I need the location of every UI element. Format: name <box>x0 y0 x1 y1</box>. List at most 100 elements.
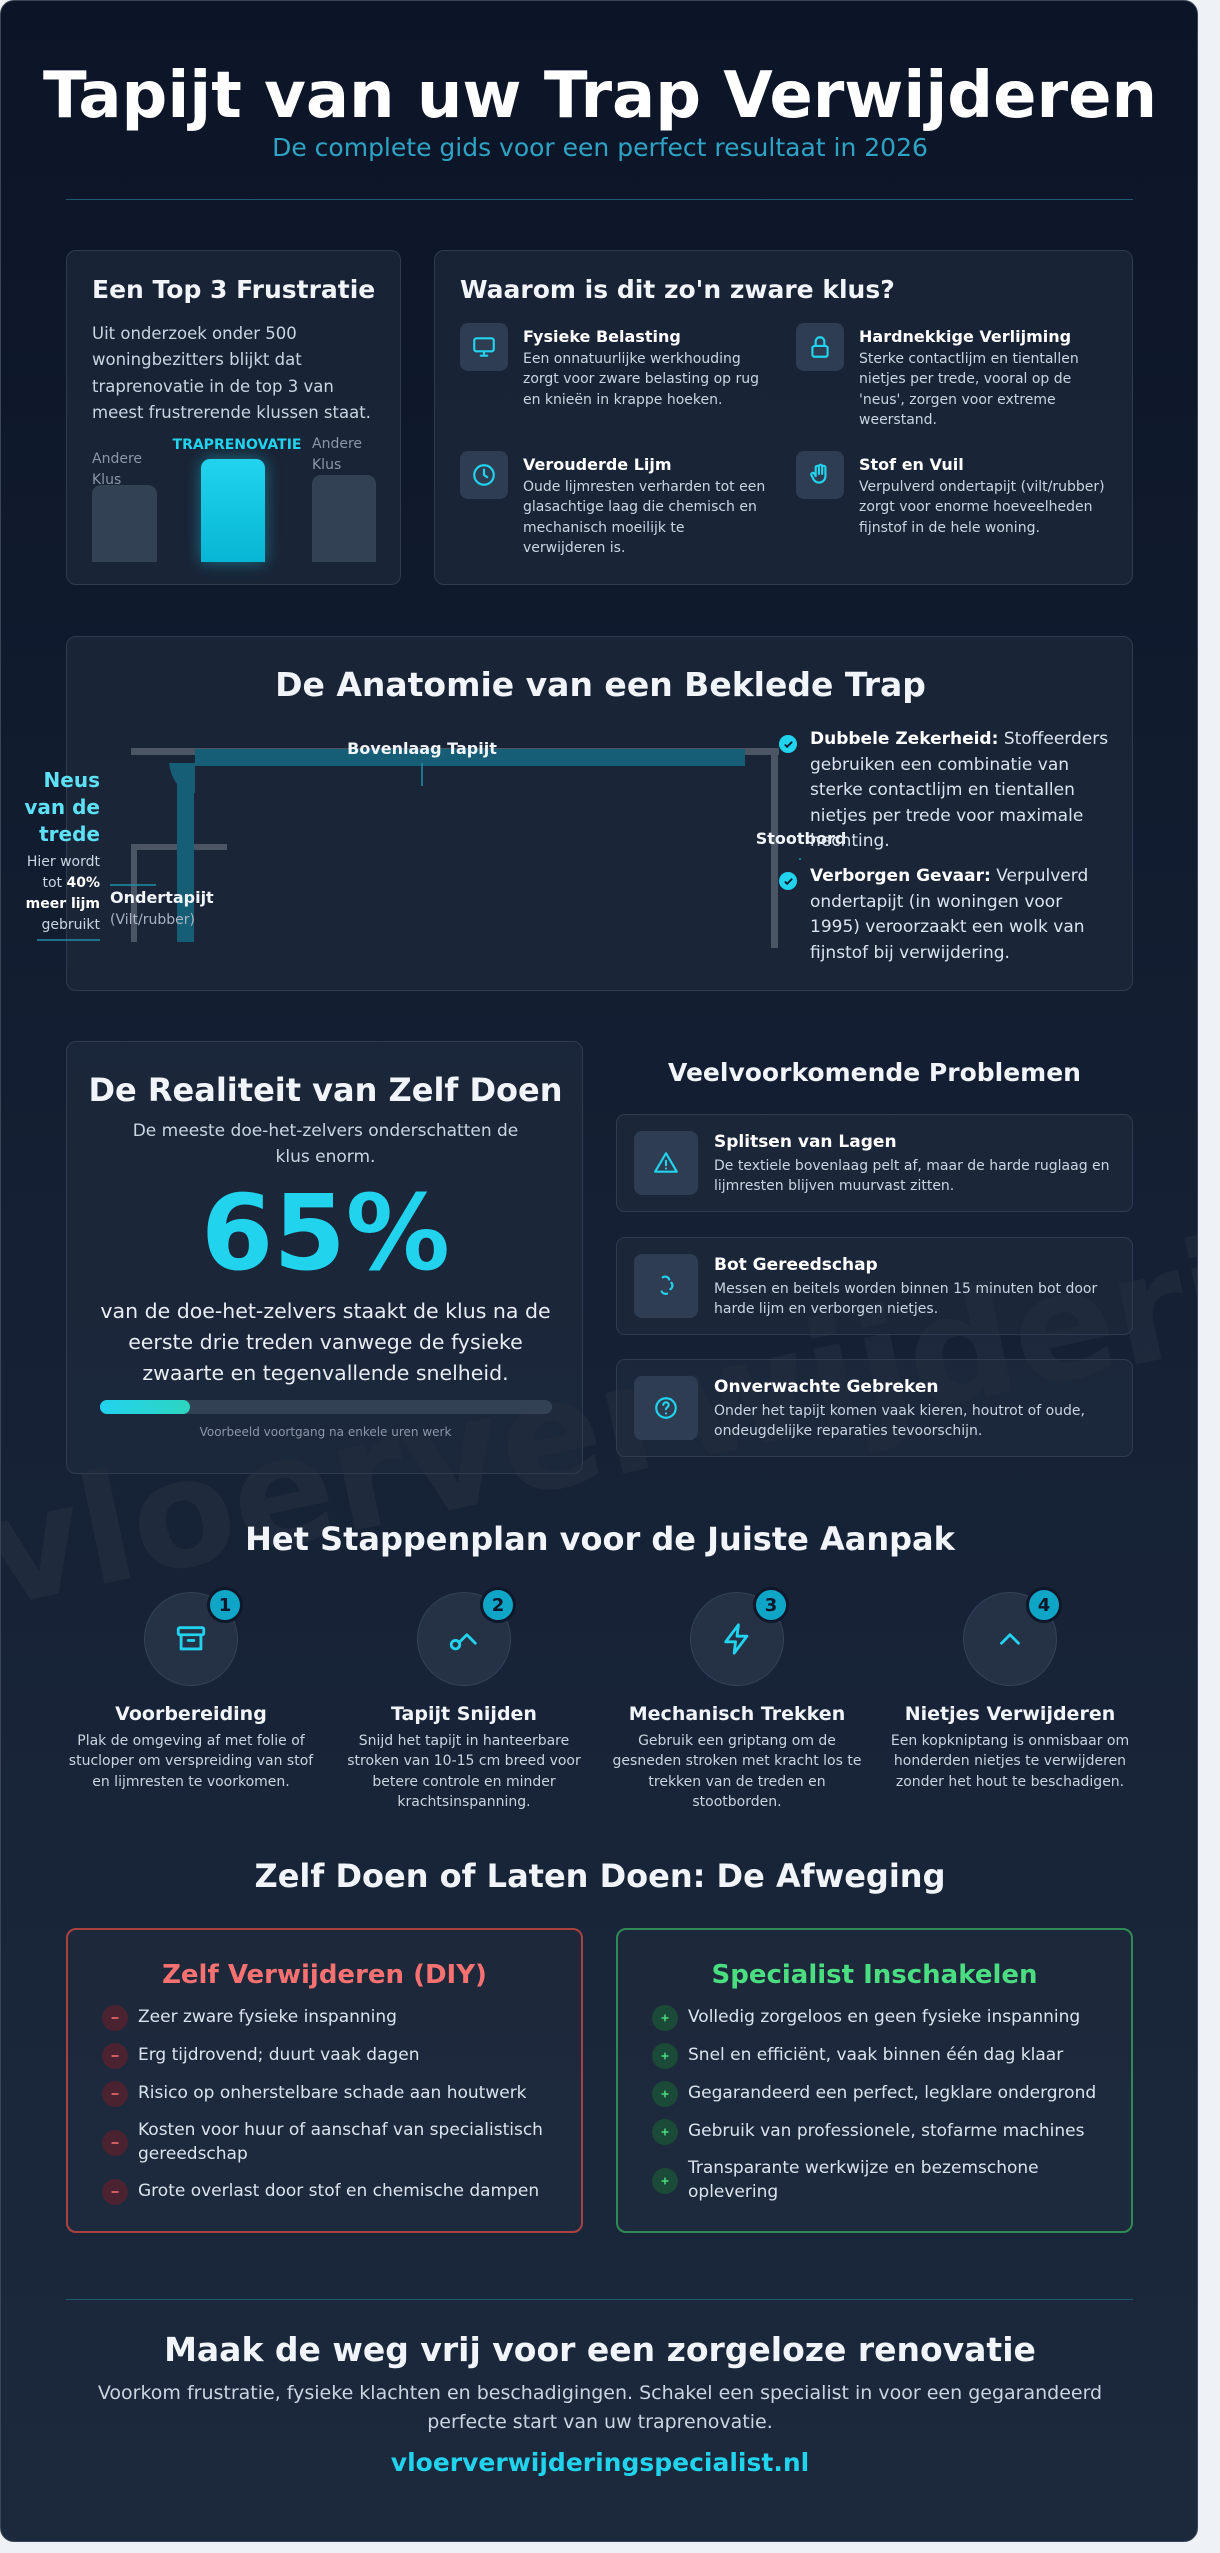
list-item: Grote overlast door stof en chemische da… <box>102 2178 552 2205</box>
step-circle: 4 <box>963 1587 1062 1686</box>
stat-text: van de doe-het-zelvers staakt de klus na… <box>100 1299 551 1385</box>
progress-caption: Voorbeeld voortgang na enkele uren werk <box>199 1425 452 1439</box>
icon <box>473 337 495 357</box>
step-text: Een kopkniptang is onmisbaar om honderde… <box>890 1733 1130 1790</box>
sign <box>661 2090 669 2098</box>
reason-icon <box>796 451 844 499</box>
problem-title: Splitsen van Lagen <box>714 1132 897 1152</box>
point-label: Dubbele Zekerheid: <box>810 729 999 749</box>
step-number: 1 <box>207 1587 243 1623</box>
list-item: Gegarandeerd een perfect, legklare onder… <box>652 2081 1102 2107</box>
card-title: Waarom is dit zo'n zware klus? <box>460 275 895 304</box>
stair-diagram <box>37 748 801 948</box>
diagram-note: (Vilt/rubber) <box>110 912 195 928</box>
note-highlight: 40% meer lijm <box>25 875 100 912</box>
pro-card: Specialist Inschakelen Volledig zorgeloo… <box>616 1928 1133 2233</box>
step-text: Gebruik een griptang om de gesneden stro… <box>612 1733 862 1810</box>
list-item: Zeer zware fysieke inspanning <box>102 2005 552 2031</box>
nose-note: Hier wordt tot 40% meer lijm gebruikt <box>13 852 100 936</box>
sign <box>661 2177 669 2185</box>
step-title: Mechanisch Trekken <box>628 1703 846 1725</box>
sign <box>111 2017 119 2019</box>
icon <box>660 1275 674 1295</box>
check-icon <box>779 872 797 890</box>
list-item: Gebruik van professionele, stofarme mach… <box>652 2119 1102 2145</box>
sign <box>661 2014 669 2022</box>
step-title: Voorbereiding <box>115 1703 267 1725</box>
reality-card: De Realiteit van Zelf Doen De meeste doe… <box>66 1041 583 1474</box>
list-item: Transparante werkwijze en bezemschone op… <box>652 2157 1102 2205</box>
list-text: Transparante werkwijze en bezemschone op… <box>688 2158 1039 2202</box>
list-text: Gegarandeerd een perfect, legklare onder… <box>688 2083 1097 2104</box>
nose-label: Neus van de trede <box>24 768 100 846</box>
check <box>783 877 793 885</box>
card-title: Zelf Verwijderen (DIY) <box>162 1960 487 1990</box>
step-number: 2 <box>480 1587 516 1623</box>
reason-text: Sterke contactlijm en tientallen nietjes… <box>859 351 1079 428</box>
note-text: gebruikt <box>41 917 100 933</box>
icon <box>724 1623 749 1655</box>
list-icon <box>102 2005 128 2031</box>
reason-icon <box>460 323 508 371</box>
big-stat: 65% <box>201 1172 450 1294</box>
anatomy-point: Dubbele Zekerheid: Stoffeerders gebruike… <box>810 727 1110 855</box>
list-icon <box>102 2081 128 2107</box>
list-icon <box>102 2178 128 2205</box>
list-item: Snel en efficiënt, vaak binnen één dag k… <box>652 2043 1102 2069</box>
reason-text: Oude lijmresten verharden tot een glasac… <box>523 479 766 556</box>
step-circle: 3 <box>690 1587 789 1686</box>
diagram-label: Ondertapijt <box>110 888 214 907</box>
diagram-label: Bovenlaag Tapijt <box>347 739 497 758</box>
list-item: Risico op onherstelbare schade aan houtw… <box>102 2081 552 2107</box>
problem-title: Onverwachte Gebreken <box>714 1377 939 1397</box>
anatomy-point: Verborgen Gevaar: Verpulverd ondertapijt… <box>810 864 1110 966</box>
sign <box>111 2055 119 2057</box>
section-subtitle: De meeste doe-het-zelvers onderschatten … <box>132 1121 519 1168</box>
bar-label: Andere Klus <box>312 436 363 473</box>
section-title: De Realiteit van Zelf Doen <box>88 1071 563 1109</box>
sign <box>661 2128 669 2136</box>
card-title: Een Top 3 Frustratie <box>92 275 376 304</box>
sign <box>111 2190 119 2193</box>
list-text: Risico op onherstelbare schade aan houtw… <box>138 2083 527 2104</box>
problem-icon <box>634 1253 698 1318</box>
step-circle: 2 <box>417 1587 516 1686</box>
reason-title: Fysieke Belasting <box>523 327 681 346</box>
point-text: Stoffeerders gebruiken een combinatie va… <box>810 729 1109 851</box>
sign <box>111 2093 119 2095</box>
bar-label: Andere Klus <box>92 451 143 488</box>
reason-title: Stof en Vuil <box>859 455 964 474</box>
divider <box>66 2299 1133 2300</box>
list-icon <box>652 2005 678 2031</box>
list: Volledig zorgeloos en geen fysieke inspa… <box>652 2005 1102 2205</box>
icon <box>473 464 495 486</box>
problem-card: Splitsen van Lagen De textiele bovenlaag … <box>616 1114 1133 1212</box>
step-number: 4 <box>1026 1587 1062 1623</box>
problem-text: De textiele bovenlaag pelt af, maar de h… <box>714 1158 1110 1195</box>
anatomy-card: De Anatomie van een Beklede Trap <box>66 636 1133 991</box>
reason-title: Verouderde Lijm <box>523 455 672 474</box>
list-icon <box>102 2129 128 2156</box>
check-icon <box>779 735 797 753</box>
footer-link[interactable]: vloerverwijderingspecialist.nl <box>390 2448 810 2477</box>
check <box>783 740 793 748</box>
problem-icon <box>634 1131 698 1195</box>
point-text: Verpulverd ondertapijt (in woningen voor… <box>810 866 1089 963</box>
list-item: Kosten voor huur of aanschaf van special… <box>102 2119 552 2167</box>
diagram-label: Stootbord <box>755 829 847 848</box>
icon <box>654 1152 678 1173</box>
section-title: Veelvoorkomende Problemen <box>668 1058 1081 1087</box>
list-text: Kosten voor huur of aanschaf van special… <box>138 2120 543 2164</box>
section-title: Het Stappenplan voor de Juiste Aanpak <box>245 1520 955 1558</box>
problem-text: Messen en beitels worden binnen 15 minut… <box>714 1280 1098 1317</box>
reason-text: Een onnatuurlijke werkhouding zorgt voor… <box>523 351 760 408</box>
problem-card: Onverwachte Gebreken Onder het tapijt kom… <box>616 1359 1133 1457</box>
card-text: Uit onderzoek onder 500 woningbezitters … <box>92 324 371 423</box>
reason-icon <box>460 451 508 499</box>
frustration-card: Een Top 3 Frustratie Uit onderzoek onder… <box>66 250 401 585</box>
list-icon <box>102 2043 128 2069</box>
stair-structure <box>37 748 801 948</box>
step-title: Nietjes Verwijderen <box>904 1703 1116 1725</box>
list-text: Volledig zorgeloos en geen fysieke inspa… <box>688 2007 1081 2028</box>
list: Zeer zware fysieke inspanning Erg tijdrov… <box>102 2005 552 2205</box>
